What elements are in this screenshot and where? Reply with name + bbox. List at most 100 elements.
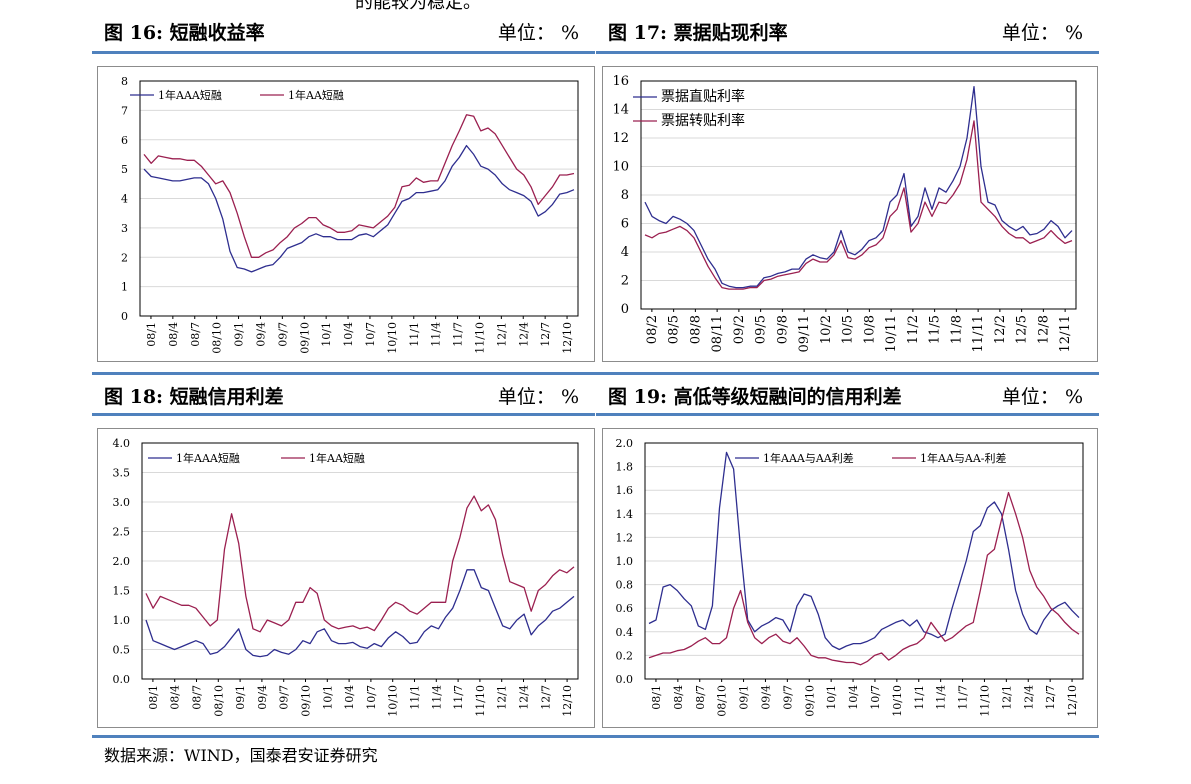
x-tick-label: 09/7 xyxy=(278,685,291,710)
x-tick-label: 12/10 xyxy=(561,685,574,717)
x-tick-label: 12/4 xyxy=(517,322,530,347)
series-line-1 xyxy=(145,569,575,658)
y-tick-label: 5 xyxy=(121,163,128,176)
panel-title-19: 图 19: 高低等级短融间的信用利差 xyxy=(608,386,902,408)
x-tick-label: 11/4 xyxy=(430,685,443,710)
panel-header-18: 图 18: 短融信用利差 单位： % xyxy=(92,376,595,416)
x-tick-label: 11/7 xyxy=(452,322,465,347)
x-tick-label: 11/1 xyxy=(408,322,421,347)
x-tick-label: 08/1 xyxy=(650,685,663,710)
y-tick-label: 1.5 xyxy=(113,585,131,598)
panel-title-17: 图 17: 票据贴现利率 xyxy=(608,22,788,44)
panel-header-17: 图 17: 票据贴现利率 单位： % xyxy=(596,12,1099,52)
x-tick-label: 10/4 xyxy=(343,685,356,710)
x-tick-label: 10/10 xyxy=(387,685,400,717)
panel-title-18: 图 18: 短融信用利差 xyxy=(104,386,284,408)
x-tick-label: 12/1 xyxy=(496,685,509,710)
x-tick-label: 09/2 xyxy=(732,315,747,344)
x-tick-label: 11/10 xyxy=(473,322,486,354)
chart-18-svg: 0.0 0.5 1.0 1.5 2.0 2.5 3.0 3.5 4.0 08/1 08/4 08/7 0… xyxy=(113,437,579,717)
x-tick-label: 10/7 xyxy=(364,322,377,347)
plot-area xyxy=(141,442,579,680)
x-tick-label: 09/1 xyxy=(234,685,247,710)
x-tick-label: 09/7 xyxy=(781,685,794,710)
series-line-2 xyxy=(145,495,575,633)
y-tick-label: 1.4 xyxy=(616,508,634,521)
y-tick-label: 0 xyxy=(621,302,629,317)
x-tick-label: 12/8 xyxy=(1036,315,1051,344)
x-tick-label: 08/4 xyxy=(167,322,180,347)
x-tick-label: 11/8 xyxy=(949,315,964,344)
x-tick-label: 12/10 xyxy=(1066,685,1079,717)
y-tick-label: 8 xyxy=(121,75,128,88)
x-tick-label: 10/7 xyxy=(365,685,378,710)
legend-label-1: 票据直贴利率 xyxy=(661,88,745,105)
source-note: 数据来源：WIND，国泰君安证券研究 xyxy=(104,746,378,765)
x-tick-label: 08/10 xyxy=(211,322,224,354)
legend-label-2: 1年AA短融 xyxy=(288,88,344,102)
x-tick-label: 11/10 xyxy=(474,685,487,717)
chart-16-svg: 0 1 2 3 4 5 6 7 8 08/1 08/4 08/7 08/10 09/1 09/4 09/7 09… xyxy=(121,75,579,354)
series-line-2 xyxy=(648,491,1080,666)
x-tick-label: 08/1 xyxy=(145,322,158,347)
x-tick-label: 10/1 xyxy=(320,322,333,347)
plot-area xyxy=(640,80,1077,310)
x-tick-label: 09/7 xyxy=(276,322,289,347)
x-tick-label: 08/1 xyxy=(147,685,160,710)
x-tick-label: 08/7 xyxy=(189,322,202,347)
y-tick-label: 1.2 xyxy=(616,531,634,544)
x-tick-label: 11/10 xyxy=(978,685,991,717)
x-tick-label: 11/5 xyxy=(928,315,943,344)
rule-middle xyxy=(92,372,1099,375)
x-tick-label: 09/1 xyxy=(233,322,246,347)
y-tick-label: 1.6 xyxy=(616,484,634,497)
x-tick-label: 08/7 xyxy=(694,685,707,710)
x-tick-label: 09/10 xyxy=(300,685,313,717)
chart-17-svg: 0 2 4 6 8 10 12 14 16 08/2 08/5 08/8 08/11 09/2 09/5 09… xyxy=(612,74,1077,352)
x-tick-label: 10/11 xyxy=(884,315,899,352)
panel-unit-16: 单位： % xyxy=(497,22,579,44)
x-tick-label: 08/8 xyxy=(688,315,703,344)
x-tick-label: 12/7 xyxy=(539,685,552,710)
x-tick-label: 10/4 xyxy=(342,322,355,347)
y-tick-label: 1.0 xyxy=(616,555,634,568)
x-tick-label: 12/4 xyxy=(1022,685,1035,710)
top-text: 的能较为稳定。 xyxy=(355,0,481,13)
x-tick-label: 12/1 xyxy=(1000,685,1013,710)
chart-19-svg: 0.0 0.2 0.4 0.6 0.8 1.0 1.2 1.4 1.6 1.8 2.0 08/1 08/… xyxy=(616,437,1084,717)
y-tick-label: 4.0 xyxy=(113,437,131,450)
y-tick-label: 8 xyxy=(621,188,629,203)
x-tick-label: 08/4 xyxy=(672,685,685,710)
y-tick-label: 14 xyxy=(612,103,629,118)
rule-17 xyxy=(596,51,1099,54)
y-tick-label: 4 xyxy=(621,245,629,260)
series-line-1 xyxy=(644,86,1073,289)
x-tick-label: 09/5 xyxy=(754,315,769,344)
x-tick-label: 08/4 xyxy=(169,685,182,710)
x-tick-label: 11/4 xyxy=(430,322,443,347)
y-tick-label: 0.0 xyxy=(616,673,634,686)
panel-unit-19: 单位： % xyxy=(1001,386,1083,408)
y-tick-label: 2.0 xyxy=(616,437,634,450)
y-tick-label: 0.0 xyxy=(113,673,131,686)
legend-label-2: 1年AA短融 xyxy=(309,451,365,465)
y-tick-label: 6 xyxy=(621,217,629,232)
x-tick-label: 09/11 xyxy=(797,315,812,352)
y-tick-label: 12 xyxy=(612,131,629,146)
chart-16: 0 1 2 3 4 5 6 7 8 08/1 08/4 08/7 08/10 09/1 09/4 09/7 09… xyxy=(97,66,595,362)
y-tick-label: 2.5 xyxy=(113,526,131,539)
panel-header-19: 图 19: 高低等级短融间的信用利差 单位： % xyxy=(596,376,1099,416)
x-tick-label: 12/7 xyxy=(1044,685,1057,710)
chart-17: 0 2 4 6 8 10 12 14 16 08/2 08/5 08/8 08/11 09/2 09/5 09… xyxy=(602,66,1098,362)
x-tick-label: 10/4 xyxy=(847,685,860,710)
x-tick-label: 10/5 xyxy=(841,315,856,344)
x-tick-label: 10/10 xyxy=(386,322,399,354)
y-tick-label: 7 xyxy=(121,104,128,117)
y-tick-label: 3 xyxy=(121,222,128,235)
series-line-2 xyxy=(644,120,1073,290)
rule-bottom xyxy=(92,735,1099,738)
x-tick-label: 12/1 xyxy=(495,322,508,347)
chart-18: 0.0 0.5 1.0 1.5 2.0 2.5 3.0 3.5 4.0 08/1 08/4 08/7 0… xyxy=(97,428,595,728)
x-tick-label: 09/4 xyxy=(759,685,772,710)
y-tick-label: 2 xyxy=(121,251,128,264)
